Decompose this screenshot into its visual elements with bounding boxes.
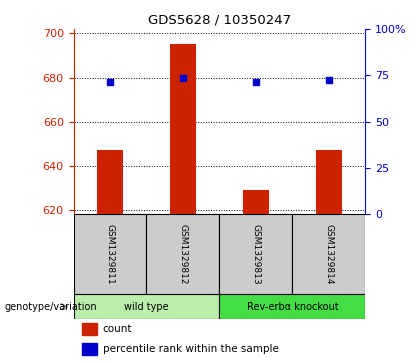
Text: Rev-erbα knockout: Rev-erbα knockout (247, 302, 338, 312)
Point (180, 75, 186, 81)
Bar (82, 323, 97, 335)
Text: wild type: wild type (124, 302, 169, 312)
Bar (220, 214, 292, 294)
Bar (74, 214, 147, 294)
Text: percentile rank within the sample: percentile rank within the sample (103, 344, 278, 354)
Text: GSM1329813: GSM1329813 (252, 224, 260, 285)
Bar (220, 294, 365, 319)
Text: count: count (103, 325, 132, 334)
Text: GSM1329812: GSM1329812 (178, 224, 187, 284)
Bar (292, 214, 365, 294)
Bar (147, 214, 220, 294)
Point (252, 79, 259, 85)
Title: GDS5628 / 10350247: GDS5628 / 10350247 (148, 13, 291, 26)
Text: genotype/variation: genotype/variation (4, 302, 97, 312)
Text: GSM1329811: GSM1329811 (105, 224, 115, 285)
Bar (170, 45, 196, 214)
Text: GSM1329814: GSM1329814 (324, 224, 333, 284)
Point (107, 79, 113, 85)
Bar (74, 294, 220, 319)
Point (326, 77, 332, 83)
Bar (82, 343, 97, 355)
Bar (243, 190, 269, 214)
Bar (316, 150, 342, 214)
Bar (97, 150, 123, 214)
